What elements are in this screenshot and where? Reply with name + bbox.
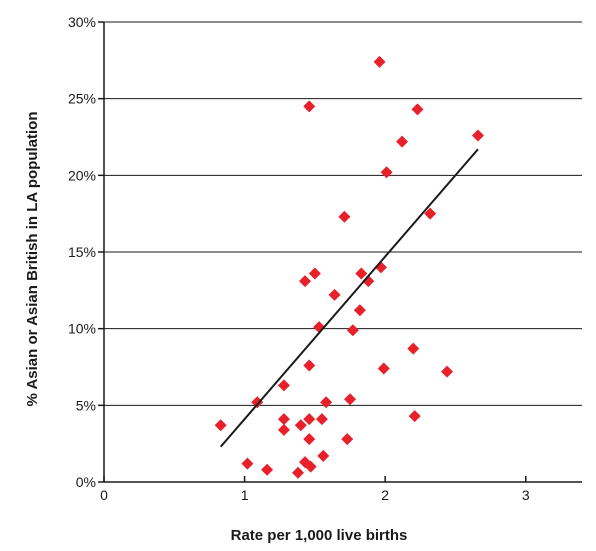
- data-point-0: [214, 419, 227, 432]
- data-point-32: [380, 166, 393, 179]
- x-axis-title: Rate per 1,000 live births: [231, 527, 408, 544]
- data-point-19: [317, 449, 330, 462]
- data-point-20: [320, 396, 333, 409]
- y-tick-label-4: 20%: [68, 167, 96, 183]
- data-point-38: [441, 365, 454, 378]
- data-point-27: [355, 267, 368, 280]
- data-point-23: [341, 433, 354, 446]
- data-point-10: [299, 275, 312, 288]
- data-point-33: [396, 135, 409, 148]
- x-tick-label-3: 3: [522, 487, 530, 503]
- data-point-25: [346, 324, 359, 337]
- data-point-21: [328, 288, 341, 301]
- data-point-37: [424, 207, 437, 220]
- data-point-14: [303, 433, 316, 446]
- data-point-12: [303, 359, 316, 372]
- ticks: 0% 5% 10% 15% 20% 25% 30% 0 1 2 3: [68, 14, 530, 503]
- data-point-5: [277, 413, 290, 426]
- data-points: [214, 55, 484, 479]
- data-point-13: [303, 413, 316, 426]
- y-tick-label-1: 5%: [76, 397, 96, 413]
- y-tick-label-2: 10%: [68, 321, 96, 337]
- y-tick-label-5: 25%: [68, 91, 96, 107]
- y-tick-label-3: 15%: [68, 244, 96, 260]
- data-point-18: [315, 413, 328, 426]
- data-point-3: [261, 463, 274, 476]
- x-tick-label-1: 1: [241, 487, 249, 503]
- y-tick-label-0: 0%: [76, 474, 96, 490]
- data-point-8: [294, 419, 307, 432]
- data-point-24: [344, 393, 357, 406]
- data-point-16: [308, 267, 321, 280]
- trendline-group: [219, 148, 479, 448]
- data-point-1: [241, 457, 254, 470]
- data-point-11: [303, 100, 316, 113]
- y-tick-label-6: 30%: [68, 14, 96, 30]
- x-tick-label-0: 0: [100, 487, 108, 503]
- data-point-36: [411, 103, 424, 116]
- data-point-15: [304, 460, 317, 473]
- data-point-2: [251, 396, 264, 409]
- data-point-22: [338, 210, 351, 223]
- gridlines: [104, 21, 582, 406]
- trendline: [219, 148, 479, 448]
- data-point-35: [408, 410, 421, 423]
- data-point-26: [353, 304, 366, 317]
- data-point-29: [373, 55, 386, 68]
- data-point-39: [471, 129, 484, 142]
- data-point-31: [377, 362, 390, 375]
- x-tick-label-2: 2: [381, 487, 389, 503]
- data-point-4: [277, 379, 290, 392]
- data-point-34: [407, 342, 420, 355]
- data-point-7: [292, 466, 305, 479]
- y-axis-title: % Asian or Asian British in LA populatio…: [24, 111, 41, 406]
- data-point-6: [277, 423, 290, 436]
